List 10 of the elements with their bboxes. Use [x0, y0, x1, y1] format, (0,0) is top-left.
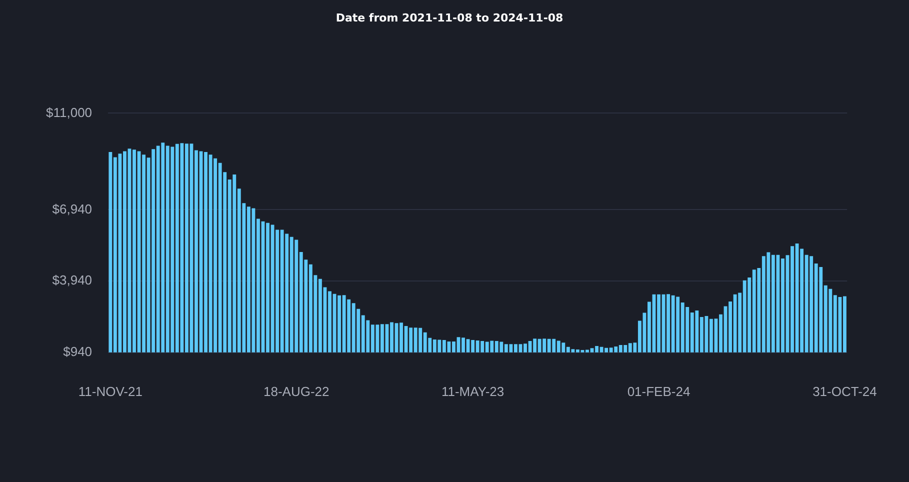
y-tick-label: $11,000	[46, 104, 92, 120]
x-tick-label: 11-NOV-21	[78, 384, 142, 399]
y-tick-label: $940	[63, 344, 92, 359]
x-tick-label: 11-MAY-23	[441, 384, 504, 399]
chart-title: Date from 2021-11-08 to 2024-11-08	[336, 11, 564, 24]
x-tick-label: 01-FEB-24	[627, 384, 690, 399]
y-tick-label: $6,940	[52, 201, 92, 216]
x-tick-label: 18-AUG-22	[263, 384, 330, 399]
y-tick-label: $3,940	[52, 272, 92, 288]
x-tick-label: 31-OCT-24	[812, 384, 877, 399]
